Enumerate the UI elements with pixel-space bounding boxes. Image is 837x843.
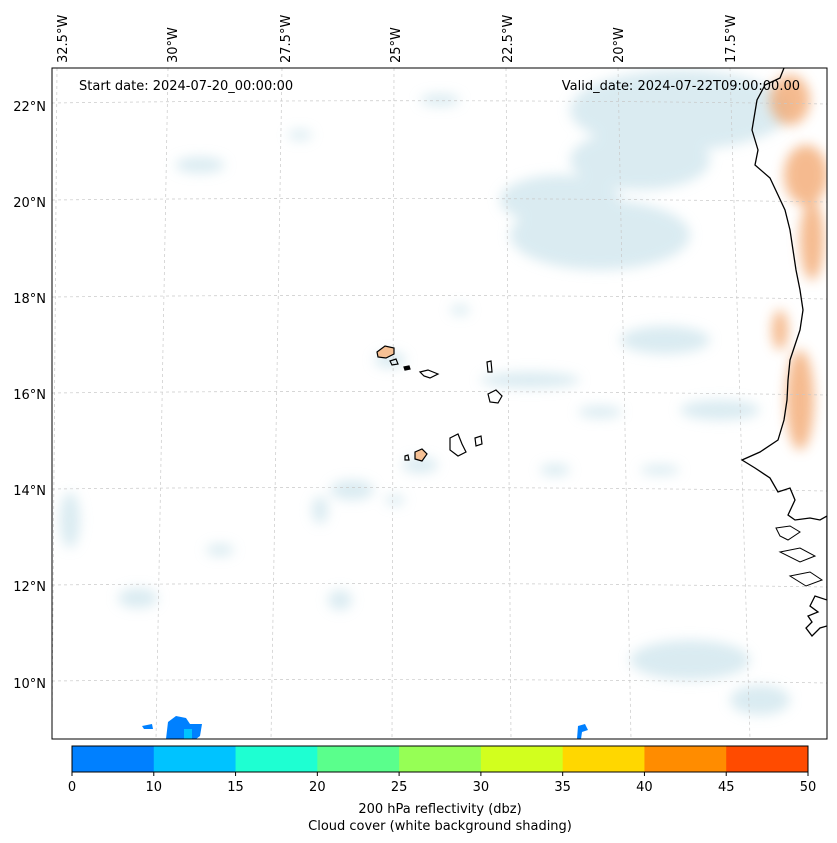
- colorbar-segment: [644, 746, 727, 772]
- island-fogo: [414, 448, 428, 462]
- colorbar-tick-label: 10: [146, 780, 163, 795]
- lat-label: 14°N: [13, 484, 46, 499]
- colorbar-segment: [399, 746, 482, 772]
- colorbar-frame: [71, 745, 809, 773]
- colorbar-segment: [235, 746, 318, 772]
- colorbar-tick-label: 50: [800, 780, 817, 795]
- colorbar-tick-label: 25: [391, 780, 408, 795]
- longitude-labels: 32.5°W 30°W 27.5°W 25°W 22.5°W 20°W 17.5…: [56, 15, 739, 63]
- lat-label: 22°N: [13, 100, 46, 115]
- island-maio: [474, 435, 483, 447]
- lat-label: 18°N: [13, 292, 46, 307]
- cape-verde-islands: [376, 345, 503, 462]
- colorbar-segment: [562, 746, 645, 772]
- lon-label: 27.5°W: [279, 15, 294, 63]
- island-santo-antao: [376, 345, 395, 359]
- lon-label: 17.5°W: [724, 15, 739, 63]
- island-sao-vicente: [389, 358, 399, 366]
- colorbar-tick-label: 35: [554, 780, 571, 795]
- colorbar-segment: [317, 746, 400, 772]
- lon-label: 22.5°W: [501, 15, 516, 63]
- lat-label: 12°N: [13, 580, 46, 595]
- africa-coastline: [740, 68, 827, 637]
- gridlines: [52, 68, 827, 739]
- colorbar-tick-label: 30: [473, 780, 490, 795]
- colorbar-segment: [726, 746, 809, 772]
- colorbar: 0 10 15 20 25 30 35 40 45 50: [68, 746, 816, 795]
- lat-label: 16°N: [13, 388, 46, 403]
- colorbar-subtitle: Cloud cover (white background shading): [308, 819, 572, 834]
- colorbar-segment: [480, 746, 564, 772]
- island-brava: [404, 454, 410, 461]
- reflectivity-patches: [142, 716, 588, 739]
- valid-date-label: Valid_date: 2024-07-22T09:00:00.00: [562, 79, 800, 94]
- colorbar-tick-label: 40: [636, 780, 653, 795]
- island-sao-nicolau: [418, 369, 440, 379]
- cloud-cover-shading: [60, 70, 790, 715]
- lon-label: 20°W: [612, 27, 627, 63]
- lon-label: 30°W: [166, 27, 181, 63]
- lon-label: 32.5°W: [56, 15, 71, 63]
- latitude-labels: 22°N 20°N 18°N 16°N 14°N 12°N 10°N: [13, 100, 46, 692]
- island-boa-vista: [487, 389, 503, 404]
- colorbar-segment: [153, 746, 237, 772]
- colorbar-title: 200 hPa reflectivity (dbz): [358, 802, 521, 817]
- coastal-warm-shading: [770, 75, 827, 450]
- reflectivity-cell-light: [184, 729, 192, 739]
- colorbar-tick-label: 0: [68, 780, 76, 795]
- lat-label: 20°N: [13, 196, 46, 211]
- coastline-detail: [775, 525, 824, 587]
- lon-label: 25°W: [389, 27, 404, 63]
- colorbar-tick-label: 20: [309, 780, 326, 795]
- colorbar-tick-label: 15: [227, 780, 244, 795]
- map-frame: [51, 67, 828, 740]
- colorbar-tick-label: 45: [718, 780, 735, 795]
- island-santa-luzia: [403, 365, 411, 371]
- island-sal: [486, 360, 493, 373]
- colorbar-segment: [72, 746, 155, 772]
- lat-label: 10°N: [13, 677, 46, 692]
- island-santiago: [449, 433, 467, 457]
- start-date-label: Start date: 2024-07-20_00:00:00: [79, 79, 293, 94]
